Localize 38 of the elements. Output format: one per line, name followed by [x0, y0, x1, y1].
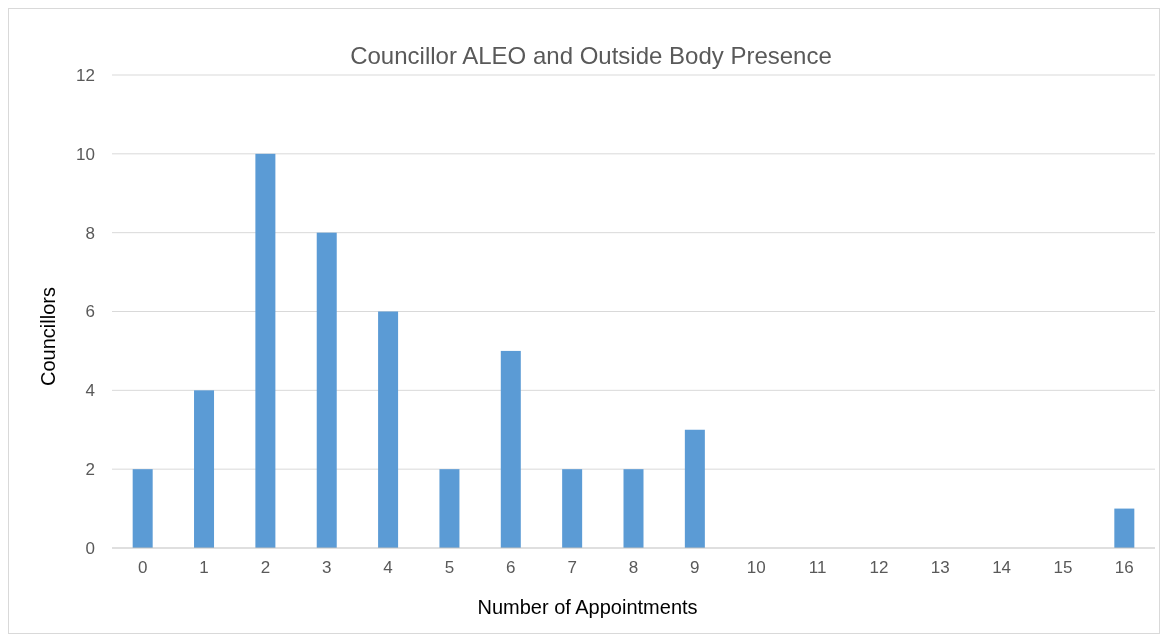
x-tick-label: 4	[383, 558, 393, 577]
x-tick-label: 9	[690, 558, 700, 577]
y-tick-label: 10	[76, 144, 95, 164]
y-tick-label: 6	[85, 302, 95, 322]
bar	[378, 311, 399, 548]
x-tick-label: 8	[628, 558, 639, 577]
x-axis-title: Number of Appointments	[477, 596, 698, 618]
x-tick-label: 6	[506, 558, 516, 577]
bar	[1114, 508, 1135, 548]
x-tick-label: 11	[808, 558, 827, 577]
y-tick-label: 12	[76, 65, 95, 85]
x-tick-label: 7	[567, 558, 577, 577]
x-tick-label: 15	[1053, 558, 1073, 577]
y-tick-label: 2	[85, 460, 95, 480]
x-tick-label: 13	[930, 558, 950, 577]
bar	[439, 469, 460, 548]
y-tick-label: 0	[85, 538, 95, 558]
bar	[500, 350, 521, 548]
bar	[562, 469, 583, 548]
bar	[132, 469, 153, 548]
x-tick-label: 3	[322, 558, 332, 577]
x-tick-label: 12	[869, 558, 889, 577]
x-tick-label: 5	[444, 558, 455, 577]
bar	[316, 232, 337, 548]
x-tick-label: 0	[137, 558, 148, 577]
x-tick-label: 1	[199, 558, 209, 577]
y-tick-label: 8	[85, 223, 95, 243]
bar	[194, 390, 215, 548]
y-tick-label: 4	[85, 381, 95, 401]
bar	[623, 469, 644, 548]
x-tick-label: 2	[260, 558, 271, 577]
bar	[684, 429, 705, 548]
chart-title: Councillor ALEO and Outside Body Presence	[350, 42, 832, 69]
y-axis-title: Councillors	[37, 287, 59, 386]
x-tick-label: 10	[746, 558, 766, 577]
x-tick-label: 14	[992, 558, 1012, 577]
bar	[255, 153, 276, 548]
x-tick-label: 16	[1114, 558, 1134, 577]
